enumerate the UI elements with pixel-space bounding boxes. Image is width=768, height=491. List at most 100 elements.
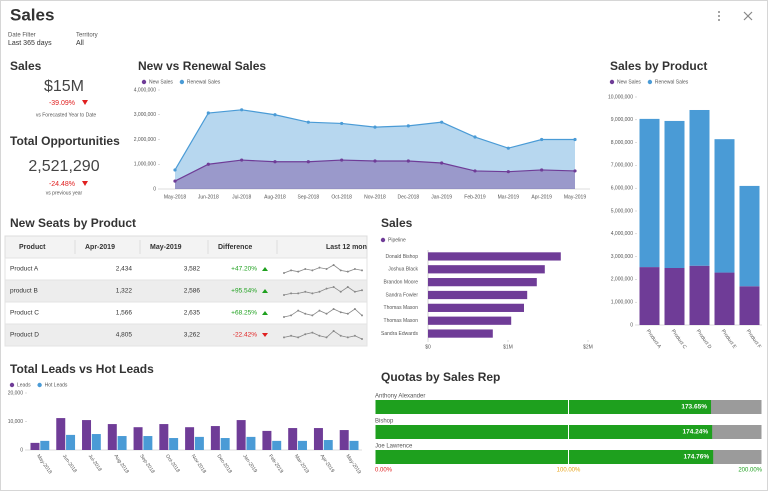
close-icon[interactable]: [743, 11, 753, 21]
point: [240, 158, 244, 162]
legend-label: New Sales: [149, 79, 173, 85]
column-header: Apr-2019: [85, 244, 115, 251]
cell: Product D: [10, 332, 39, 339]
legend-swatch: [141, 79, 147, 85]
point: [473, 169, 477, 173]
bar: [159, 424, 169, 450]
point: [206, 111, 210, 115]
filter-value[interactable]: Last 365 days: [8, 40, 52, 47]
table-row-bg: [4, 323, 368, 347]
bar: [428, 252, 561, 261]
point: [240, 108, 244, 112]
sparkline-point: [361, 314, 363, 317]
bar-segment: [639, 118, 660, 268]
point: [506, 146, 510, 150]
y-tick-label: 10,000: [8, 419, 24, 425]
bar-segment: [639, 267, 660, 325]
point: [473, 135, 477, 139]
point: [373, 125, 377, 129]
y-tick-label: Donald Bishop: [385, 254, 418, 260]
sparkline: [283, 286, 363, 296]
bar: [194, 436, 204, 450]
y-tick-label: 7,000,000: [611, 163, 633, 169]
chart-title: Sales: [381, 216, 413, 230]
menu-icon[interactable]: [718, 11, 720, 21]
bar: [143, 436, 153, 450]
point: [273, 160, 277, 164]
sparkline-point: [346, 270, 349, 273]
sparkline-point: [290, 314, 293, 317]
sparkline-point: [325, 268, 328, 270]
cell: 3,582: [184, 266, 201, 273]
bar: [117, 436, 127, 450]
x-tick-label: Sep-2018: [297, 194, 319, 200]
y-tick-label: 0: [20, 447, 23, 453]
sparkline-point: [353, 268, 356, 270]
legend-label: Pipeline: [388, 237, 406, 243]
point: [440, 161, 444, 165]
point: [340, 158, 344, 162]
point: [573, 169, 577, 173]
bar-segment: [714, 272, 735, 325]
legend-swatch: [380, 237, 386, 243]
sparkline-point: [311, 331, 314, 334]
bar: [236, 420, 246, 450]
y-tick-label: 2,000,000: [611, 277, 633, 283]
sparkline-point: [339, 290, 342, 293]
bar: [220, 438, 230, 450]
value-label: 174.24%: [682, 429, 708, 436]
kpi-value: 2,521,290: [28, 158, 99, 175]
kpi-title: Total Opportunities: [10, 134, 120, 148]
bar: [133, 427, 143, 450]
table-header-bg: [4, 235, 368, 259]
value-label: 173.65%: [681, 404, 707, 411]
sparkline-point: [290, 269, 293, 272]
dot: [718, 15, 720, 17]
x-tick-label: $1M: [503, 344, 513, 350]
bar: [428, 278, 537, 287]
sparkline-point: [297, 292, 300, 295]
sparkline-point: [353, 290, 356, 293]
point: [406, 124, 410, 128]
y-tick-label: 4,000,000: [134, 87, 156, 93]
filter-value[interactable]: All: [76, 40, 84, 47]
bar: [262, 430, 272, 450]
bar-segment: [664, 120, 685, 268]
cell-difference: +95.54%: [231, 288, 257, 295]
sparkline-point: [311, 269, 314, 272]
bar-segment: [714, 139, 735, 273]
bar: [288, 428, 298, 450]
cell: 1,566: [116, 310, 133, 317]
kpi-change: -39.09%: [49, 100, 75, 107]
sparkline-point: [290, 292, 293, 295]
bar: [349, 440, 359, 450]
cell: 2,434: [116, 266, 133, 273]
y-tick-label: 8,000,000: [611, 140, 633, 146]
x-tick-label: Mar-2019: [498, 194, 520, 200]
legend-label: New Sales: [617, 79, 641, 85]
cell: 3,262: [184, 332, 201, 339]
x-tick-label: 100.00%: [557, 468, 581, 474]
legend-swatch: [37, 382, 42, 388]
rep-name: Joe Lawrence: [375, 444, 413, 450]
bar-segment: [689, 109, 710, 266]
bar: [185, 427, 195, 450]
legend-swatch: [647, 79, 653, 85]
chart-title: Total Leads vs Hot Leads: [10, 362, 154, 376]
x-tick-label: Dec-2018: [397, 194, 419, 200]
sparkline-point: [361, 289, 363, 292]
x-tick-label: $0: [425, 344, 431, 350]
kpi-title: Sales: [10, 59, 42, 73]
cell: 2,586: [184, 288, 201, 295]
sparkline-point: [283, 336, 285, 339]
bar: [30, 442, 40, 450]
kpi-change: -24.48%: [49, 181, 75, 188]
bar: [339, 430, 349, 450]
y-tick-label: 2,000,000: [134, 137, 156, 143]
cell: product B: [10, 288, 38, 295]
sparkline: [283, 264, 363, 274]
point: [373, 159, 377, 163]
sparkline-point: [283, 294, 285, 296]
sparkline-point: [297, 270, 300, 273]
sparkline-point: [297, 336, 300, 339]
